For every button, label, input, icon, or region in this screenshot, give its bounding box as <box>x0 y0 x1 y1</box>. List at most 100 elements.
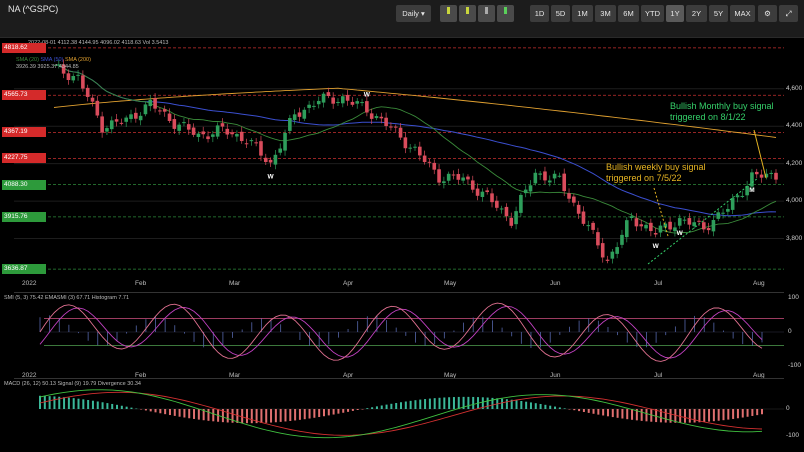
interval-label: Daily <box>402 9 419 18</box>
smi-axis-label: 0 <box>788 328 792 335</box>
range-button-max[interactable]: MAX <box>730 5 755 22</box>
candle-body <box>249 140 254 142</box>
range-button-5y[interactable]: 5Y <box>709 5 728 22</box>
candle-body <box>687 218 692 225</box>
candle-body <box>254 142 258 144</box>
candle-body <box>278 148 283 153</box>
macd-histogram-bar <box>606 409 609 417</box>
candle-body <box>721 212 725 214</box>
signal-marker: W <box>364 91 371 98</box>
candle-body <box>759 174 764 178</box>
macd-histogram-bar <box>578 409 581 412</box>
macd-histogram-bar <box>390 403 393 409</box>
candle-body <box>769 172 773 174</box>
candle-body <box>384 117 388 127</box>
macd-histogram-bar <box>481 397 484 409</box>
sma200-line <box>53 87 777 138</box>
macd-histogram-bar <box>120 405 123 409</box>
signal-marker: W <box>677 230 684 237</box>
candle-body <box>543 171 547 181</box>
macd-legend: MACD (26, 12) 50.13 Signal (9) 19.79 Div… <box>4 381 141 387</box>
macd-histogram-bar <box>717 409 720 421</box>
smi-panel[interactable]: SMI (5, 3) 75.42 EMASMI (3) 67.71 Histog… <box>4 292 784 371</box>
macd-histogram-bar <box>400 402 402 409</box>
candle-body <box>557 175 562 177</box>
macd-histogram-bar <box>761 409 763 415</box>
settings-button[interactable]: ⚙ <box>758 5 777 22</box>
macd-histogram-bar <box>640 409 643 421</box>
macd-histogram-bar <box>289 409 292 421</box>
chart-type-candle-button[interactable] <box>440 5 457 22</box>
range-button-1y[interactable]: 1Y <box>666 5 684 22</box>
candle-body <box>432 162 437 170</box>
candle-body <box>134 112 138 119</box>
range-button-2y[interactable]: 2Y <box>686 5 707 22</box>
macd-histogram-bar <box>380 405 383 409</box>
macd-histogram-bar <box>241 409 244 424</box>
macd-histogram-bar <box>265 409 268 423</box>
macd-histogram-bar <box>472 396 475 409</box>
price-axis-label: 4,200 <box>786 159 803 167</box>
range-button-3m[interactable]: 3M <box>595 5 616 22</box>
macd-histogram-bar <box>91 400 94 409</box>
macd-histogram-bar <box>674 409 677 423</box>
range-button-ytd[interactable]: YTD <box>641 5 664 22</box>
candle-body <box>523 189 528 194</box>
price-panel[interactable]: W W W W M 2022-08-01 4112.38 4144.95 4096.02… <box>14 38 784 284</box>
chart-type-line-button[interactable] <box>478 5 495 22</box>
macd-histogram-bar <box>616 409 619 418</box>
candle-body <box>85 87 90 97</box>
interval-dropdown[interactable]: Daily ▾ <box>396 5 431 22</box>
candle-body <box>519 194 523 213</box>
monthly-arrow <box>753 129 767 179</box>
range-button-1d[interactable]: 1D <box>530 5 549 22</box>
candle-body <box>451 174 456 176</box>
range-button-1m[interactable]: 1M <box>572 5 593 22</box>
macd-histogram-bar <box>732 409 735 419</box>
candle-body <box>750 172 754 187</box>
chart-type-bar-button[interactable] <box>497 5 514 22</box>
candle-body <box>668 221 672 230</box>
range-button-5d[interactable]: 5D <box>551 5 570 22</box>
candle-body <box>702 222 706 230</box>
macd-histogram-bar <box>197 409 200 420</box>
macd-histogram-bar <box>597 409 600 415</box>
time-axis-label: May <box>444 280 457 287</box>
fullscreen-button[interactable]: ⤢ <box>779 5 798 22</box>
macd-histogram-bar <box>106 403 109 409</box>
macd-histogram-bar <box>592 409 595 414</box>
macd-histogram-bar <box>712 409 715 422</box>
macd-histogram-bar <box>371 407 374 409</box>
candle-body <box>446 173 451 181</box>
smi-legend: SMI (5, 3) 75.42 EMASMI (3) 67.71 Histog… <box>4 295 130 301</box>
price-axis-label: 4,000 <box>786 197 803 205</box>
range-button-6m[interactable]: 6M <box>618 5 639 22</box>
candle-body <box>307 104 311 108</box>
price-axis-label: 4,400 <box>786 122 803 130</box>
candle-body <box>456 174 461 180</box>
price-chart[interactable]: W W W W M <box>14 38 784 284</box>
gear-icon: ⚙ <box>764 9 771 18</box>
macd-histogram-bar <box>245 409 248 424</box>
candle-body <box>302 109 307 119</box>
candle-body <box>312 105 316 107</box>
candle-body <box>649 222 653 232</box>
chart-title: NA (^GSPC) <box>8 4 59 14</box>
candle-body <box>442 181 446 184</box>
line-icon <box>485 7 488 14</box>
macd-histogram-bar <box>337 409 340 414</box>
macd-histogram-bar <box>154 409 157 413</box>
candle-body <box>572 196 576 203</box>
candle-body <box>682 219 687 221</box>
smi-chart[interactable] <box>14 293 784 371</box>
candle-body <box>191 127 196 135</box>
macd-panel[interactable]: MACD (26, 12) 50.13 Signal (9) 19.79 Div… <box>4 378 784 452</box>
candle-body <box>365 101 369 113</box>
macd-chart[interactable] <box>14 379 784 452</box>
candle-body <box>316 100 321 105</box>
candle-body <box>90 97 95 102</box>
candle-body <box>586 225 591 227</box>
time-axis-label: Aug <box>753 280 765 287</box>
chart-type-ohlc-button[interactable] <box>459 5 476 22</box>
sma50-line <box>53 64 777 217</box>
